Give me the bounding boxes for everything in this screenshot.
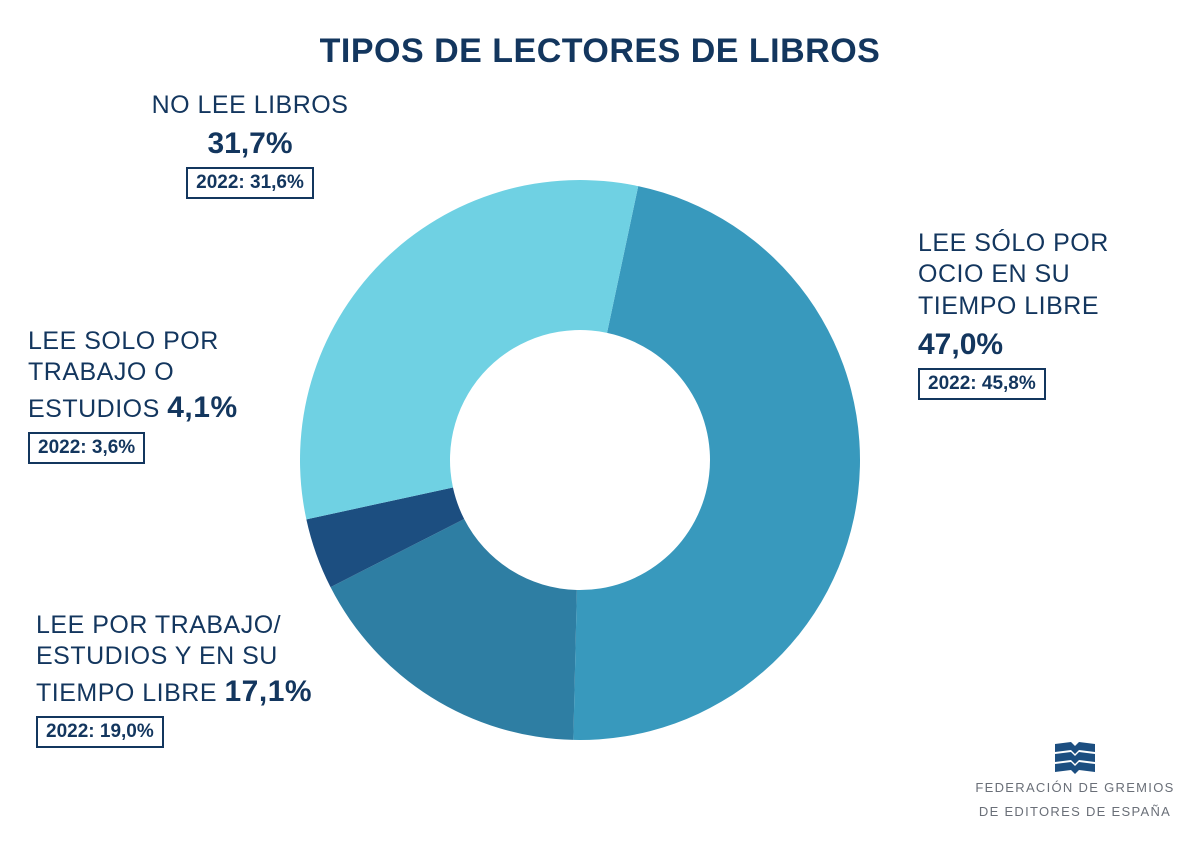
label-pct: 47,0% <box>918 328 1178 362</box>
label-pct: 17,1% <box>224 675 312 708</box>
label-prev: 2022: 45,8% <box>918 368 1046 400</box>
label-prev: 2022: 31,6% <box>186 167 314 199</box>
label-line: ESTUDIOS 4,1% <box>28 389 308 427</box>
label-line: ESTUDIOS Y EN SU <box>36 641 366 672</box>
logo-text-line2: DE EDITORES DE ESPAÑA <box>960 802 1190 822</box>
label-ocio: LEE SÓLO POROCIO EN SUTIEMPO LIBRE 47,0% 2… <box>918 228 1178 400</box>
label-pct: 4,1% <box>167 391 237 424</box>
label-line: OCIO EN SU <box>918 259 1178 290</box>
label-line: LEE POR TRABAJO/ <box>36 610 366 641</box>
label-line: LEE SÓLO POR <box>918 228 1178 259</box>
label-line: LEE SOLO POR <box>28 326 308 357</box>
label-pct: 31,7% <box>130 127 370 161</box>
logo-text-line1: FEDERACIÓN DE GREMIOS <box>960 778 1190 798</box>
label-ambos: LEE POR TRABAJO/ESTUDIOS Y EN SUTIEMPO L… <box>36 610 366 748</box>
donut-chart <box>300 180 860 740</box>
chart-title: TIPOS DE LECTORES DE LIBROS <box>0 32 1200 71</box>
label-no-lee: NO LEE LIBROS 31,7% 2022: 31,6% <box>130 90 370 199</box>
label-line: NO LEE LIBROS <box>130 90 370 121</box>
donut-hole <box>451 331 710 590</box>
label-prev: 2022: 3,6% <box>28 432 145 464</box>
label-line: TIEMPO LIBRE 17,1% <box>36 673 366 711</box>
label-trabajo: LEE SOLO PORTRABAJO OESTUDIOS 4,1% 2022: … <box>28 326 308 464</box>
label-prev: 2022: 19,0% <box>36 716 164 748</box>
donut-svg <box>300 180 860 740</box>
page-root: TIPOS DE LECTORES DE LIBROS LEE SÓLO POR… <box>0 0 1200 851</box>
logo-mark-icon <box>960 740 1190 774</box>
label-line: TIEMPO LIBRE <box>918 291 1178 322</box>
publisher-logo: FEDERACIÓN DE GREMIOS DE EDITORES DE ESP… <box>960 740 1190 821</box>
label-line: TRABAJO O <box>28 357 308 388</box>
